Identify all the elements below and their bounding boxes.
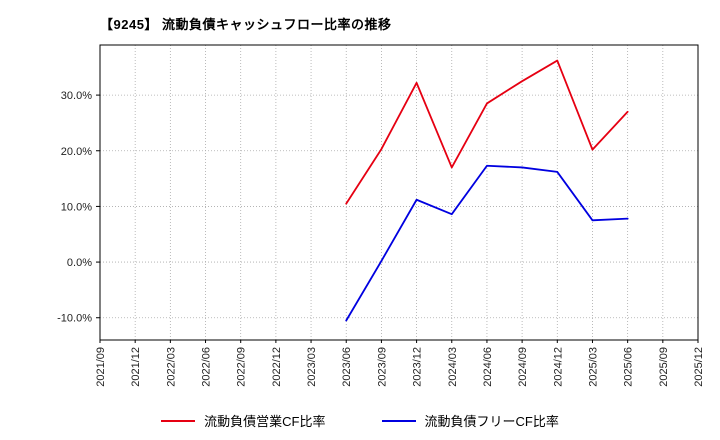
svg-text:2024/09: 2024/09 xyxy=(517,347,529,387)
svg-text:2022/06: 2022/06 xyxy=(201,347,213,387)
svg-text:2022/03: 2022/03 xyxy=(165,347,177,387)
y-axis-labels: -10.0% 0.0% 10.0% 20.0% 30.0% xyxy=(57,90,92,325)
svg-text:2024/12: 2024/12 xyxy=(552,347,564,387)
svg-text:2022/09: 2022/09 xyxy=(236,347,248,387)
svg-text:2024/03: 2024/03 xyxy=(447,347,459,387)
x-axis-labels: 2021/09 2021/12 2022/03 2022/06 2022/09 2022/… xyxy=(95,347,705,387)
svg-text:0.0%: 0.0% xyxy=(67,257,92,269)
plot-border xyxy=(99,44,699,341)
svg-text:10.0%: 10.0% xyxy=(61,201,92,213)
svg-text:30.0%: 30.0% xyxy=(61,90,92,102)
chart-title: 【9245】 流動負債キャッシュフロー比率の推移 xyxy=(100,17,392,32)
svg-text:2021/09: 2021/09 xyxy=(95,347,107,387)
svg-text:-10.0%: -10.0% xyxy=(57,313,92,325)
svg-text:2023/12: 2023/12 xyxy=(412,347,424,387)
series-line-1 xyxy=(345,164,629,322)
svg-text:2021/12: 2021/12 xyxy=(130,347,142,387)
legend-label-operating-cf: 流動負債営業CF比率 xyxy=(204,414,326,429)
svg-text:2025/06: 2025/06 xyxy=(623,347,635,387)
series-line-0 xyxy=(345,59,629,205)
gridlines xyxy=(99,45,699,340)
legend-line-red xyxy=(161,419,196,422)
svg-text:2025/09: 2025/09 xyxy=(658,347,670,387)
legend-item-free-cf: 流動負債フリーCF比率 xyxy=(381,411,559,430)
svg-text:2023/06: 2023/06 xyxy=(341,347,353,387)
svg-text:2025/03: 2025/03 xyxy=(587,347,599,387)
legend-item-operating-cf: 流動負債営業CF比率 xyxy=(161,411,326,430)
chart-legend: 流動負債営業CF比率 流動負債フリーCF比率 xyxy=(0,411,720,430)
axis-ticks xyxy=(96,94,699,343)
svg-text:20.0%: 20.0% xyxy=(61,146,92,158)
svg-text:2023/09: 2023/09 xyxy=(376,347,388,387)
legend-label-free-cf: 流動負債フリーCF比率 xyxy=(424,414,559,429)
legend-line-blue xyxy=(381,419,416,422)
svg-text:2024/06: 2024/06 xyxy=(482,347,494,387)
svg-text:2025/12: 2025/12 xyxy=(693,347,705,387)
svg-text:2022/12: 2022/12 xyxy=(271,347,283,387)
svg-text:2023/03: 2023/03 xyxy=(306,347,318,387)
